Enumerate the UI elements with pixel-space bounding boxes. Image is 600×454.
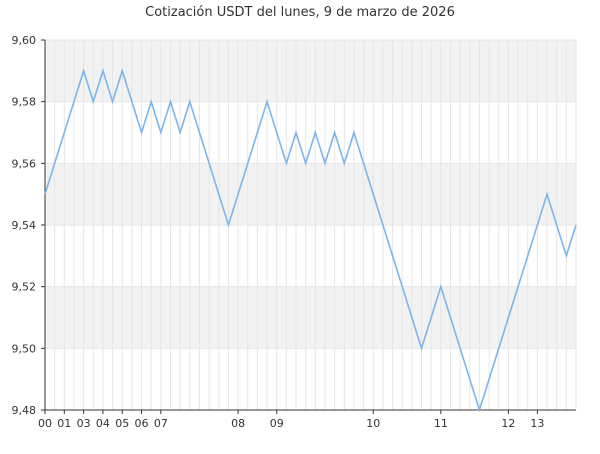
x-tick-label: 01 bbox=[57, 417, 71, 430]
x-tick-label: 04 bbox=[96, 417, 110, 430]
series-layer bbox=[44, 68, 577, 413]
x-tick-label: 13 bbox=[530, 417, 544, 430]
chart-title: Cotización USDT del lunes, 9 de marzo de… bbox=[145, 5, 455, 20]
y-tick-label: 9,50 bbox=[12, 342, 37, 355]
y-tick-label: 9,52 bbox=[12, 281, 37, 294]
x-tick-label: 00 bbox=[38, 417, 52, 430]
y-tick-label: 9,48 bbox=[12, 404, 37, 417]
y-tick-label: 9,58 bbox=[12, 96, 37, 109]
background-band bbox=[45, 40, 576, 102]
background-band bbox=[45, 286, 576, 349]
background-band bbox=[45, 163, 576, 225]
y-tick-label: 9,54 bbox=[12, 219, 37, 232]
x-tick-label: 08 bbox=[231, 417, 245, 430]
x-tick-label: 09 bbox=[270, 417, 284, 430]
x-tick-label: 07 bbox=[154, 417, 168, 430]
series-line bbox=[44, 68, 577, 413]
x-tick-label: 03 bbox=[77, 417, 91, 430]
x-tick-label: 05 bbox=[115, 417, 129, 430]
x-tick-label: 11 bbox=[434, 417, 448, 430]
background-bands bbox=[45, 40, 576, 349]
x-tick-label: 12 bbox=[501, 417, 515, 430]
y-tick-label: 9,60 bbox=[12, 34, 37, 47]
x-tick-labels: 00 01 03 04 05 06 07 08 09 10 11 12 13 bbox=[38, 417, 544, 430]
x-tick-label: 10 bbox=[366, 417, 380, 430]
axes bbox=[41, 39, 576, 414]
y-tick-labels: 9,48 9,50 9,52 9,54 9,56 9,58 9,60 bbox=[12, 34, 37, 417]
y-tick-label: 9,56 bbox=[12, 157, 37, 170]
x-tick-label: 06 bbox=[135, 417, 149, 430]
